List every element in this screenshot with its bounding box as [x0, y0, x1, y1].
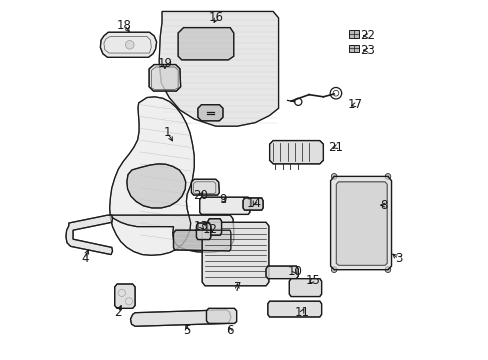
Polygon shape [269, 140, 323, 164]
Polygon shape [159, 12, 278, 126]
Text: 18: 18 [117, 19, 132, 32]
Text: 7: 7 [233, 281, 241, 294]
Polygon shape [130, 310, 230, 326]
Text: 13: 13 [194, 220, 208, 233]
Text: 23: 23 [359, 44, 374, 57]
Text: 14: 14 [246, 197, 261, 210]
Text: 11: 11 [294, 306, 309, 319]
Text: 10: 10 [286, 265, 302, 278]
Text: 16: 16 [208, 12, 224, 24]
Polygon shape [126, 164, 185, 208]
Polygon shape [265, 266, 298, 279]
Circle shape [125, 298, 132, 305]
Text: 22: 22 [359, 29, 374, 42]
Polygon shape [199, 197, 249, 215]
Bar [348, 45, 359, 52]
Circle shape [384, 267, 390, 273]
Polygon shape [196, 223, 210, 239]
Text: 19: 19 [157, 57, 172, 70]
Circle shape [384, 174, 390, 179]
Text: 8: 8 [380, 199, 387, 212]
Polygon shape [178, 28, 233, 60]
Text: 2: 2 [114, 306, 122, 319]
Polygon shape [191, 179, 219, 195]
Text: 3: 3 [394, 252, 402, 265]
Circle shape [330, 174, 336, 179]
Text: 12: 12 [203, 223, 218, 236]
Text: 9: 9 [219, 193, 226, 206]
Circle shape [118, 289, 125, 297]
Polygon shape [198, 105, 223, 121]
Text: 4: 4 [81, 252, 88, 265]
Polygon shape [202, 222, 268, 286]
Polygon shape [66, 215, 112, 255]
Text: 21: 21 [328, 140, 343, 153]
Polygon shape [267, 301, 321, 317]
Text: 20: 20 [193, 189, 208, 202]
Polygon shape [289, 279, 321, 297]
Polygon shape [243, 198, 263, 210]
Polygon shape [111, 215, 233, 252]
Text: 15: 15 [305, 274, 320, 287]
Polygon shape [330, 176, 391, 270]
Circle shape [330, 267, 336, 273]
Polygon shape [206, 309, 236, 323]
Bar [348, 31, 359, 38]
Polygon shape [100, 32, 156, 57]
Circle shape [125, 41, 134, 49]
Polygon shape [207, 219, 221, 235]
Circle shape [201, 228, 206, 234]
Polygon shape [173, 230, 230, 251]
Polygon shape [109, 97, 194, 255]
Text: 5: 5 [183, 324, 190, 337]
Polygon shape [115, 284, 135, 309]
Text: 17: 17 [347, 98, 363, 111]
Polygon shape [336, 182, 386, 265]
Text: 1: 1 [163, 126, 171, 139]
Text: 6: 6 [226, 324, 233, 337]
Polygon shape [149, 64, 180, 91]
